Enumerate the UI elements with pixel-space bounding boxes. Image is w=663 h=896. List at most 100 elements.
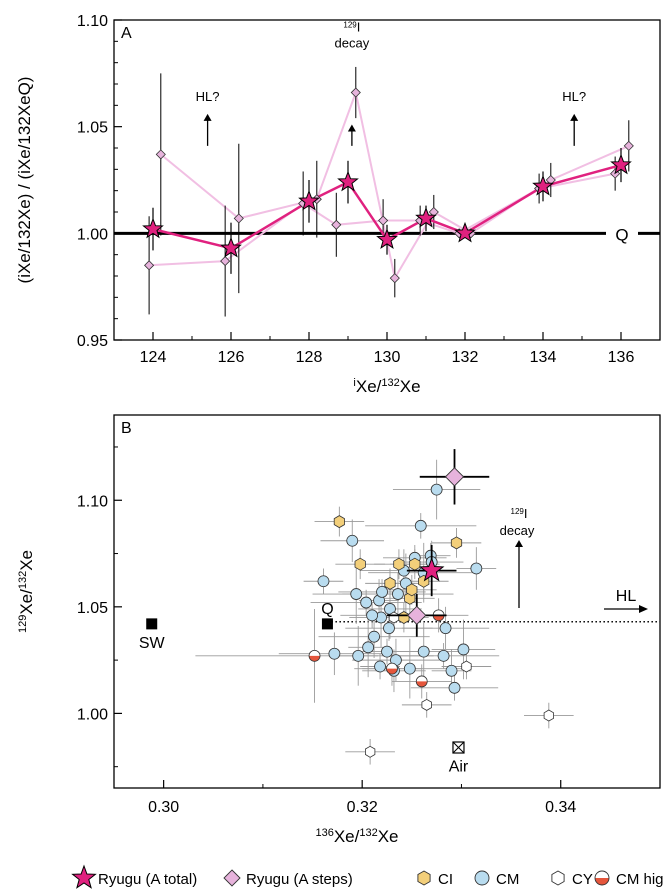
cm-point <box>381 645 393 658</box>
x-tick-label: 130 <box>374 349 401 366</box>
x-axis-title: iXe/132Xe <box>353 377 420 396</box>
cm-point <box>437 649 450 662</box>
x-axis-sup-136: 136 <box>315 827 333 839</box>
legend-label: CY <box>572 871 593 888</box>
plot-frame <box>113 414 661 789</box>
ryugu-total-point <box>418 557 445 582</box>
total-star-point <box>220 236 242 258</box>
cy-point <box>364 745 376 758</box>
ci-point <box>354 557 366 571</box>
iodine-mass-number: 129 <box>511 507 525 516</box>
total-star-point <box>142 217 164 239</box>
x-tick-label: 136 <box>608 349 635 366</box>
cm-point <box>470 562 483 575</box>
cy-point <box>421 698 432 711</box>
y-tick-label: 1.10 <box>77 13 108 30</box>
x-tick-label: 0.32 <box>347 799 378 816</box>
ci-point <box>398 611 410 624</box>
cm-point <box>352 649 365 662</box>
hl-label: HL <box>616 588 637 605</box>
total-star-point <box>454 221 476 243</box>
ryugu-steps-point <box>444 467 465 487</box>
hl-arrow-left-head <box>203 113 212 121</box>
steps-diamond-point <box>378 215 389 226</box>
cmht-point <box>308 649 321 662</box>
x-axis-title: 136Xe/132Xe <box>315 827 398 846</box>
cm-point <box>374 660 386 673</box>
steps-diamond-point <box>623 140 634 151</box>
cy-point <box>543 709 554 722</box>
cm-point <box>368 630 380 643</box>
x-axis-sup-132: 132 <box>381 377 399 389</box>
legend: Ryugu (A total) Ryugu (A steps) CI CM CY CM h… <box>71 864 663 889</box>
q-label: Q <box>615 225 628 244</box>
iodine-mass-number: 129 <box>343 21 357 30</box>
endmember-q-marker <box>321 618 333 630</box>
y-axis-sup-129: 129 <box>17 615 29 633</box>
y-tick-label: 1.00 <box>77 706 108 723</box>
legend-cmht-icon <box>594 870 610 886</box>
cm-point <box>445 664 458 677</box>
endmember-sw-label: SW <box>139 635 166 652</box>
cmht-point-bottom <box>416 681 428 687</box>
hl-annotation-left: HL? <box>196 89 220 104</box>
cm-point <box>439 622 452 635</box>
total-star-point <box>415 206 437 228</box>
x-axis-main: Xe/ <box>356 377 382 396</box>
cm-point <box>417 645 430 658</box>
cmht-point-bottom <box>386 668 398 675</box>
x-tick-label: 128 <box>296 349 323 366</box>
ci-point <box>384 576 396 590</box>
x-tick-label: 134 <box>530 349 557 366</box>
cy-point <box>388 611 400 624</box>
total-star-point <box>376 228 398 249</box>
total-star-point <box>532 174 554 196</box>
cm-point <box>414 519 427 532</box>
cm-point <box>430 483 443 496</box>
x-axis-sup-132: 132 <box>359 827 377 839</box>
legend-label: Ryugu (A total) <box>98 871 197 888</box>
legend-cm-icon <box>474 870 490 886</box>
cy-point <box>461 660 472 673</box>
x-tick-label: 0.34 <box>545 799 576 816</box>
steps-diamond-point <box>155 149 166 160</box>
cm-point <box>366 609 379 622</box>
cm-point <box>362 641 375 654</box>
steps-diamond-point <box>220 256 231 267</box>
air-cross-b <box>452 741 465 754</box>
endmember-air-label: Air <box>449 759 469 776</box>
cm-point <box>360 596 373 609</box>
ci-point <box>406 583 418 597</box>
x-tick-label: 0.30 <box>148 799 179 816</box>
cm-point <box>376 586 388 598</box>
ci-point <box>450 536 463 550</box>
cmht-point-bottom <box>433 615 445 621</box>
iodine-decay-text: decay <box>500 523 535 538</box>
hl-annotation-right: HL? <box>562 89 586 104</box>
x-axis-main: Xe/ <box>334 827 360 846</box>
cm-point <box>448 681 461 694</box>
y-tick-label: 1.10 <box>77 493 108 510</box>
panel-b: 1.001.051.100.30 0.32 0.34HL129IdecaySWQAi… <box>17 414 661 846</box>
x-axis-post: Xe <box>378 827 399 846</box>
y-axis-title: 129Xe/132Xe <box>17 550 36 633</box>
y-axis-main: Xe/ <box>17 589 36 615</box>
legend-diamond-icon <box>223 869 241 887</box>
cm-point <box>317 575 330 588</box>
legend-label: Ryugu (A steps) <box>246 871 353 888</box>
total-star-point <box>337 170 359 192</box>
cmht-point <box>415 675 428 688</box>
legend-label: CM <box>496 871 519 888</box>
hl-arrow-right-head <box>570 113 579 121</box>
legend-label: CM high T <box>616 871 663 888</box>
legend-cmht-bottom <box>595 878 609 885</box>
y-tick-label: 1.00 <box>77 226 108 243</box>
steps-diamond-point <box>144 260 155 271</box>
x-tick-label: 132 <box>452 349 479 366</box>
cmht-point-bottom <box>309 655 321 662</box>
y-axis-post: Xe <box>17 550 36 571</box>
y-axis-title: (iXe/132Xe) / (iXe/132XeQ) <box>15 77 34 284</box>
steps-diamond-point <box>233 213 244 224</box>
endmember-sw-marker <box>146 618 158 630</box>
